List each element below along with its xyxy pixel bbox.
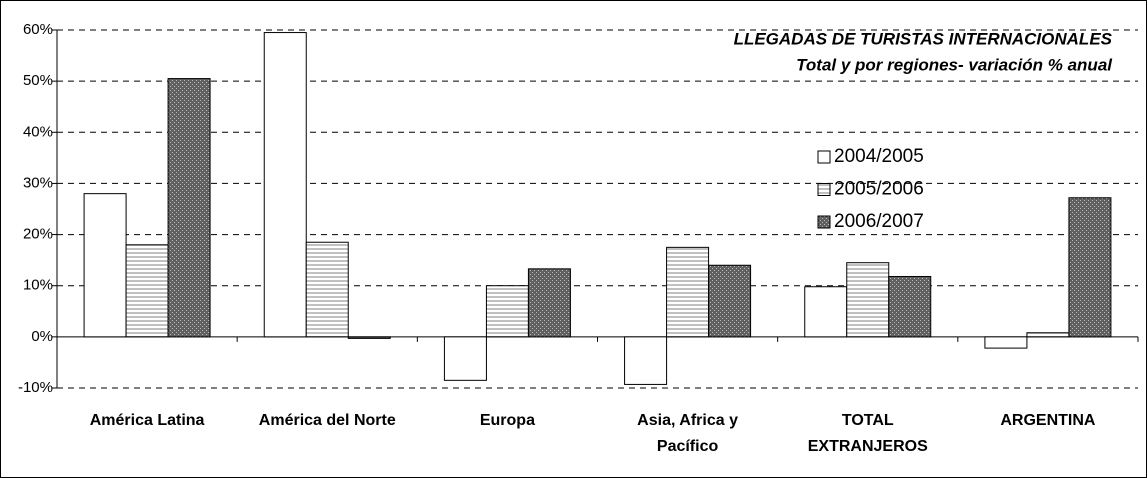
bar bbox=[984, 336, 1028, 349]
legend-label: 2005/2006 bbox=[834, 179, 924, 200]
bar bbox=[666, 246, 710, 338]
chart-subtitle: Total y por regiones- variación % anual bbox=[796, 55, 1113, 74]
legend-swatch bbox=[817, 215, 831, 229]
y-tick-label: 40% bbox=[23, 123, 53, 140]
bar bbox=[846, 262, 890, 338]
y-tick-label: 60% bbox=[23, 21, 53, 38]
bar bbox=[888, 276, 932, 338]
x-tick-label: Europa bbox=[479, 412, 535, 429]
legend-swatch bbox=[817, 150, 831, 164]
y-tick-label: 10% bbox=[23, 277, 53, 294]
y-tick-label: 30% bbox=[23, 174, 53, 191]
bar bbox=[263, 32, 307, 338]
bar bbox=[804, 286, 848, 338]
bar bbox=[347, 336, 391, 339]
bar bbox=[83, 193, 127, 338]
legend-label: 2006/2007 bbox=[834, 211, 924, 232]
legend-label: 2004/2005 bbox=[834, 146, 924, 167]
bar bbox=[443, 336, 487, 381]
x-tick-label: ARGENTINA bbox=[1000, 412, 1096, 429]
bar bbox=[708, 264, 752, 338]
bar bbox=[1068, 197, 1112, 338]
y-tick-label: -10% bbox=[18, 379, 53, 396]
bar bbox=[125, 244, 169, 338]
y-tick-label: 20% bbox=[23, 226, 53, 243]
bar bbox=[167, 78, 211, 338]
legend-swatch bbox=[817, 183, 831, 196]
x-tick-label: TOTAL EXTRANJEROS bbox=[807, 412, 928, 455]
bar bbox=[527, 268, 571, 338]
bar bbox=[1026, 332, 1070, 338]
y-tick-label: 50% bbox=[23, 72, 53, 89]
bar bbox=[624, 336, 668, 385]
x-tick-label: Asia, Africa y Pacífico bbox=[637, 412, 738, 455]
y-tick-label: 0% bbox=[31, 328, 53, 345]
x-tick-label: América Latina bbox=[89, 412, 205, 429]
bar bbox=[305, 241, 349, 338]
chart-title: LLEGADAS DE TURISTAS INTERNACIONALES bbox=[734, 29, 1113, 48]
bar bbox=[485, 285, 529, 338]
x-tick-label: América del Norte bbox=[258, 412, 396, 429]
